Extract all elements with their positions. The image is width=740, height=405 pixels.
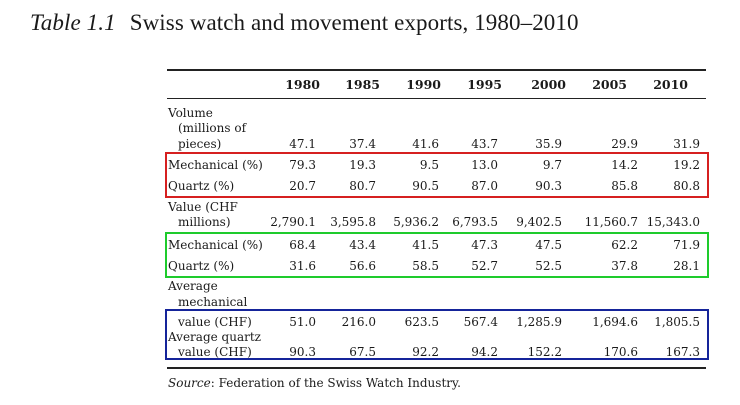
red-highlight-box	[165, 152, 709, 198]
table-cell: 6,793.5	[452, 215, 498, 229]
row-label: pieces)	[178, 137, 222, 151]
table-cell: 80.8	[673, 179, 700, 193]
column-header: 1990	[406, 77, 441, 92]
table-cell: 56.6	[349, 259, 376, 273]
table-cell: 68.4	[289, 238, 316, 252]
table-cell: 41.6	[412, 137, 439, 151]
table-cell: 2,790.1	[270, 215, 316, 229]
column-header: 1985	[345, 77, 380, 92]
column-header: 2010	[653, 77, 688, 92]
table-cell: 47.3	[471, 238, 498, 252]
table-cell: 87.0	[471, 179, 498, 193]
row-label: (millions of	[178, 121, 247, 135]
table-cell: 31.6	[289, 259, 316, 273]
table-cell: 62.2	[611, 238, 638, 252]
table-cell: 52.5	[535, 259, 562, 273]
row-label: Mechanical (%)	[168, 158, 263, 172]
table-cell: 51.0	[289, 315, 316, 329]
table-cell: 19.3	[349, 158, 376, 172]
row-label: Mechanical (%)	[168, 238, 263, 252]
caption-title: Swiss watch and movement exports, 1980–2…	[129, 10, 579, 35]
table-cell: 3,595.8	[330, 215, 376, 229]
table-cell: 90.3	[535, 179, 562, 193]
table-cell: 15,343.0	[646, 215, 700, 229]
row-label: Value (CHF	[168, 200, 238, 214]
row-label: Volume	[168, 106, 213, 120]
table-cell: 58.5	[412, 259, 439, 273]
table-cell: 41.5	[412, 238, 439, 252]
table-cell: 85.8	[611, 179, 638, 193]
table-cell: 11,560.7	[584, 215, 638, 229]
row-label: mechanical	[178, 295, 248, 309]
table-cell: 35.9	[535, 137, 562, 151]
table-cell: 47.5	[535, 238, 562, 252]
row-label: Average	[168, 279, 218, 293]
table-cell: 9.5	[419, 158, 439, 172]
table-cell: 43.4	[349, 238, 376, 252]
row-label: Average quartz	[168, 330, 261, 344]
top-rule	[167, 69, 706, 71]
table-cell: 92.2	[412, 345, 439, 359]
column-header: 1980	[285, 77, 320, 92]
row-label: value (CHF)	[178, 315, 252, 329]
row-label: millions)	[178, 215, 231, 229]
table-cell: 1,805.5	[654, 315, 700, 329]
table-cell: 167.3	[665, 345, 700, 359]
table-cell: 9.7	[542, 158, 562, 172]
table-cell: 37.4	[349, 137, 376, 151]
table-cell: 623.5	[404, 315, 439, 329]
table-cell: 47.1	[289, 137, 316, 151]
table-cell: 43.7	[471, 137, 498, 151]
table-cell: 5,936.2	[393, 215, 439, 229]
table-cell: 13.0	[471, 158, 498, 172]
table-cell: 19.2	[673, 158, 700, 172]
table-cell: 9,402.5	[516, 215, 562, 229]
table-cell: 1,694.6	[592, 315, 638, 329]
table-cell: 79.3	[289, 158, 316, 172]
table-caption: Table 1.1 Swiss watch and movement export…	[30, 10, 579, 36]
table-cell: 14.2	[611, 158, 638, 172]
table-cell: 170.6	[603, 345, 638, 359]
source-text: : Federation of the Swiss Watch Industry…	[210, 376, 461, 390]
green-highlight-box	[165, 232, 709, 278]
source-label: Source	[168, 376, 211, 390]
row-label: Quartz (%)	[168, 179, 235, 193]
table-cell: 37.8	[611, 259, 638, 273]
table-cell: 31.9	[673, 137, 700, 151]
table-cell: 52.7	[471, 259, 498, 273]
caption-label: Table 1.1	[30, 10, 116, 35]
table-cell: 28.1	[673, 259, 700, 273]
source-note: Source: Federation of the Swiss Watch In…	[168, 376, 461, 390]
table-cell: 90.3	[289, 345, 316, 359]
table-cell: 567.4	[463, 315, 498, 329]
table-cell: 71.9	[673, 238, 700, 252]
bottom-rule	[167, 367, 706, 369]
table-cell: 1,285.9	[516, 315, 562, 329]
row-label: Quartz (%)	[168, 259, 235, 273]
table-cell: 216.0	[341, 315, 376, 329]
table-cell: 90.5	[412, 179, 439, 193]
table-cell: 29.9	[611, 137, 638, 151]
blue-highlight-box	[165, 309, 709, 360]
row-label: value (CHF)	[178, 345, 252, 359]
column-header: 2005	[592, 77, 627, 92]
column-header: 2000	[531, 77, 566, 92]
table-cell: 67.5	[349, 345, 376, 359]
table-cell: 94.2	[471, 345, 498, 359]
table-cell: 20.7	[289, 179, 316, 193]
header-rule	[167, 98, 706, 99]
column-header: 1995	[467, 77, 502, 92]
table-cell: 152.2	[527, 345, 562, 359]
table-cell: 80.7	[349, 179, 376, 193]
